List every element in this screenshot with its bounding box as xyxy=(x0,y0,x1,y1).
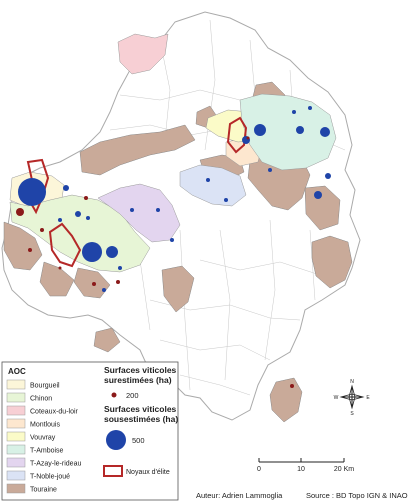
legend-swatch xyxy=(6,405,26,416)
legend-label: Touraine xyxy=(30,487,57,494)
scale-label-10: 10 xyxy=(297,466,305,473)
legend-under-value: 500 xyxy=(132,436,145,445)
legend-over-value: 200 xyxy=(126,391,139,400)
legend-over-title-2: surestimées (ha) xyxy=(104,375,172,385)
legend-swatch xyxy=(6,379,26,390)
legend-label: Chinon xyxy=(30,396,52,403)
legend-label: Bourgueil xyxy=(30,383,60,390)
legend-elite-label: Noyaux d'élite xyxy=(126,469,170,476)
compass-n: N xyxy=(350,379,354,385)
legend-label: Montlouis xyxy=(30,422,60,429)
compass-s: S xyxy=(350,411,354,417)
region-t-amboise xyxy=(239,93,337,171)
overestimated-areas xyxy=(16,136,294,388)
legend-swatch xyxy=(6,444,26,455)
underestimated-areas xyxy=(18,106,331,292)
legend-under-symbol xyxy=(106,430,126,450)
legend-under-title-1: Surfaces viticoles xyxy=(104,404,177,414)
legend-swatch xyxy=(6,418,26,429)
legend-aoc-title: AOC xyxy=(8,367,26,376)
compass-e: E xyxy=(366,395,370,401)
legend-label: T-Amboise xyxy=(30,448,64,455)
legend-elite-symbol xyxy=(103,465,123,477)
compass: N S W E xyxy=(334,379,371,417)
legend-over-title-1: Surfaces viticoles xyxy=(104,365,177,375)
legend-swatch xyxy=(6,470,26,481)
legend-box xyxy=(1,361,179,501)
legend-over-symbol xyxy=(111,392,117,398)
region-t-azay-le-rideau xyxy=(97,183,181,243)
legend-swatch xyxy=(6,431,26,442)
legend-label: Coteaux-du-loir xyxy=(30,409,79,416)
compass-w: W xyxy=(334,395,339,401)
legend-label: T-Noble-joué xyxy=(30,474,70,481)
legend-label: Vouvray xyxy=(30,435,56,442)
region-t-noble-joue xyxy=(179,164,247,207)
scale-label-0: 0 xyxy=(257,466,261,473)
author-credit: Auteur: Adrien Lammoglia xyxy=(196,491,283,500)
scale-label-20: 20 Km xyxy=(334,466,354,473)
legend-label: T-Azay-le-rideau xyxy=(30,461,81,468)
aoc-legend: Bourgueil Chinon Coteaux-du-loir Montlouis V… xyxy=(6,379,81,494)
legend-swatch xyxy=(6,392,26,403)
legend-under-title-2: sousestimées (ha) xyxy=(104,414,178,424)
scale-bar: 0 10 20 Km xyxy=(257,458,354,473)
legend-swatch xyxy=(6,483,26,494)
region-coteaux-du-loir xyxy=(117,33,169,75)
source-credit: Source : BD Topo IGN & INAO xyxy=(306,491,408,500)
legend-swatch xyxy=(6,457,26,468)
